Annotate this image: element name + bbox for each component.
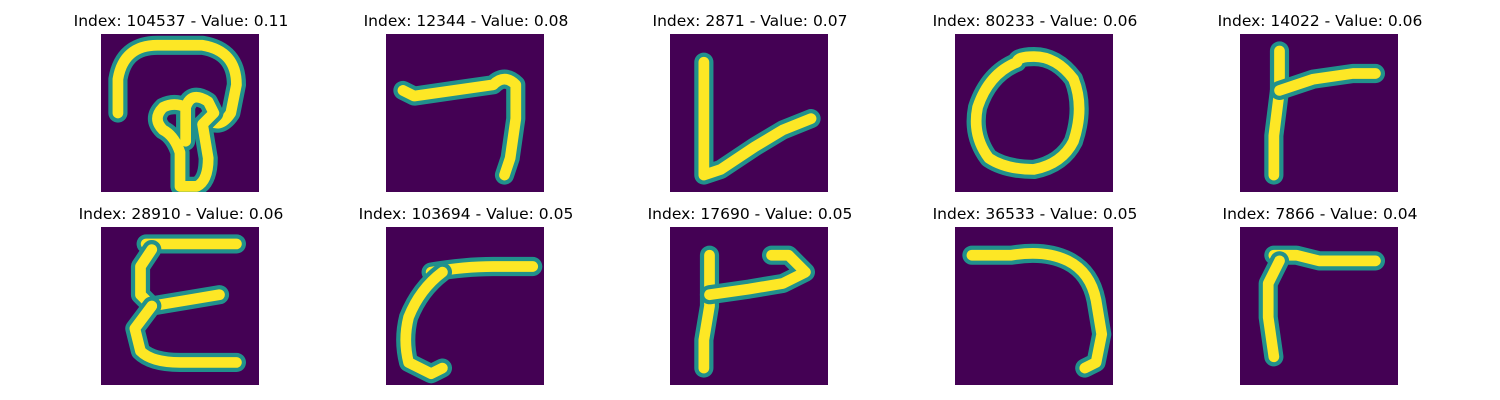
digit-glyph [955, 227, 1113, 385]
digit-image [386, 227, 544, 385]
digit-image [1240, 227, 1398, 385]
stroke-core [970, 51, 1085, 175]
panel-title: Index: 36533 - Value: 0.05 [932, 205, 1138, 223]
digit-image [955, 34, 1113, 192]
image-panel: Index: 80233 - Value: 0.06 [905, 12, 1165, 192]
stroke-core [704, 249, 811, 301]
panel-title: Index: 2871 - Value: 0.07 [652, 12, 848, 30]
stroke-core [112, 39, 242, 129]
stroke-core [698, 56, 817, 181]
panel-title: Index: 80233 - Value: 0.06 [932, 12, 1138, 30]
image-panel: Index: 17690 - Value: 0.05 [620, 205, 880, 385]
digit-image [386, 34, 544, 192]
image-panel: Index: 103694 - Value: 0.05 [336, 205, 596, 385]
digit-image [670, 34, 828, 192]
panel-title: Index: 7866 - Value: 0.04 [1222, 205, 1418, 223]
stroke-core [1262, 255, 1285, 363]
digit-glyph [1240, 227, 1398, 385]
panel-title: Index: 12344 - Value: 0.08 [363, 12, 569, 30]
digit-image [670, 227, 828, 385]
image-panel: Index: 14022 - Value: 0.06 [1190, 12, 1450, 192]
stroke-core [152, 91, 220, 192]
image-panel: Index: 104537 - Value: 0.11 [51, 12, 311, 192]
digit-glyph [101, 227, 259, 385]
digit-glyph [670, 227, 828, 385]
digit-glyph [386, 34, 544, 192]
panel-title: Index: 103694 - Value: 0.05 [358, 205, 574, 223]
digit-image [955, 227, 1113, 385]
image-panel: Index: 28910 - Value: 0.06 [51, 205, 311, 385]
image-background [670, 227, 828, 385]
stroke-core [966, 248, 1108, 374]
digit-glyph [955, 34, 1113, 192]
stroke-core [698, 249, 715, 374]
stroke-core [397, 73, 522, 181]
stroke-core [129, 300, 242, 368]
digit-glyph [670, 34, 828, 192]
digit-image [101, 227, 259, 385]
panel-title: Index: 17690 - Value: 0.05 [647, 205, 853, 223]
panel-title: Index: 28910 - Value: 0.06 [78, 205, 284, 223]
digit-image [101, 34, 259, 192]
panel-title: Index: 14022 - Value: 0.06 [1217, 12, 1423, 30]
stroke-core [1268, 249, 1381, 267]
stroke-core [1268, 45, 1285, 181]
stroke-core [1274, 68, 1381, 96]
stroke-core [400, 266, 448, 380]
image-background [1240, 34, 1398, 192]
image-panel: Index: 12344 - Value: 0.08 [336, 12, 596, 192]
digit-glyph [101, 34, 259, 192]
panel-title: Index: 104537 - Value: 0.11 [73, 12, 289, 30]
image-panel: Index: 2871 - Value: 0.07 [620, 12, 880, 192]
digit-glyph [386, 227, 544, 385]
digit-image [1240, 34, 1398, 192]
image-panel: Index: 7866 - Value: 0.04 [1190, 205, 1450, 385]
image-panel: Index: 36533 - Value: 0.05 [905, 205, 1165, 385]
digit-glyph [1240, 34, 1398, 192]
